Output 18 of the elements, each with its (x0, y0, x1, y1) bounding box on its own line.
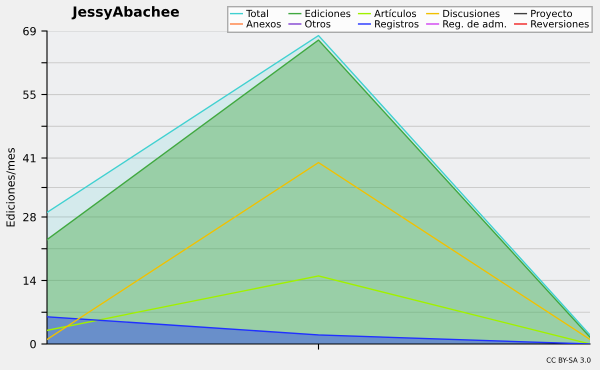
y-axis-title: Ediciones/mes (6, 148, 16, 226)
chart-title: JessyAbachee (72, 6, 179, 20)
y-tick-label: 0 (30, 340, 36, 348)
legend-label: Total (246, 10, 268, 18)
y-tick-label: 14 (24, 276, 36, 285)
y-tick-label: 69 (23, 26, 36, 36)
y-tick-label: 41 (22, 154, 36, 162)
y-tick-label: 55 (23, 90, 36, 99)
y-tick-label: 28 (23, 212, 36, 222)
legend-label: Registros (375, 20, 419, 30)
legend-label: Anexos (246, 20, 281, 28)
legend-label: Proyecto (531, 10, 572, 20)
legend-label: Reversiones (531, 20, 589, 28)
legend-label: Discusiones (443, 10, 500, 18)
legend-label: Reg. de adm. (443, 20, 506, 30)
legend-label: Artículos (374, 9, 416, 18)
legend-label: Otros (305, 20, 330, 28)
legend-label: Ediciones (306, 10, 350, 18)
